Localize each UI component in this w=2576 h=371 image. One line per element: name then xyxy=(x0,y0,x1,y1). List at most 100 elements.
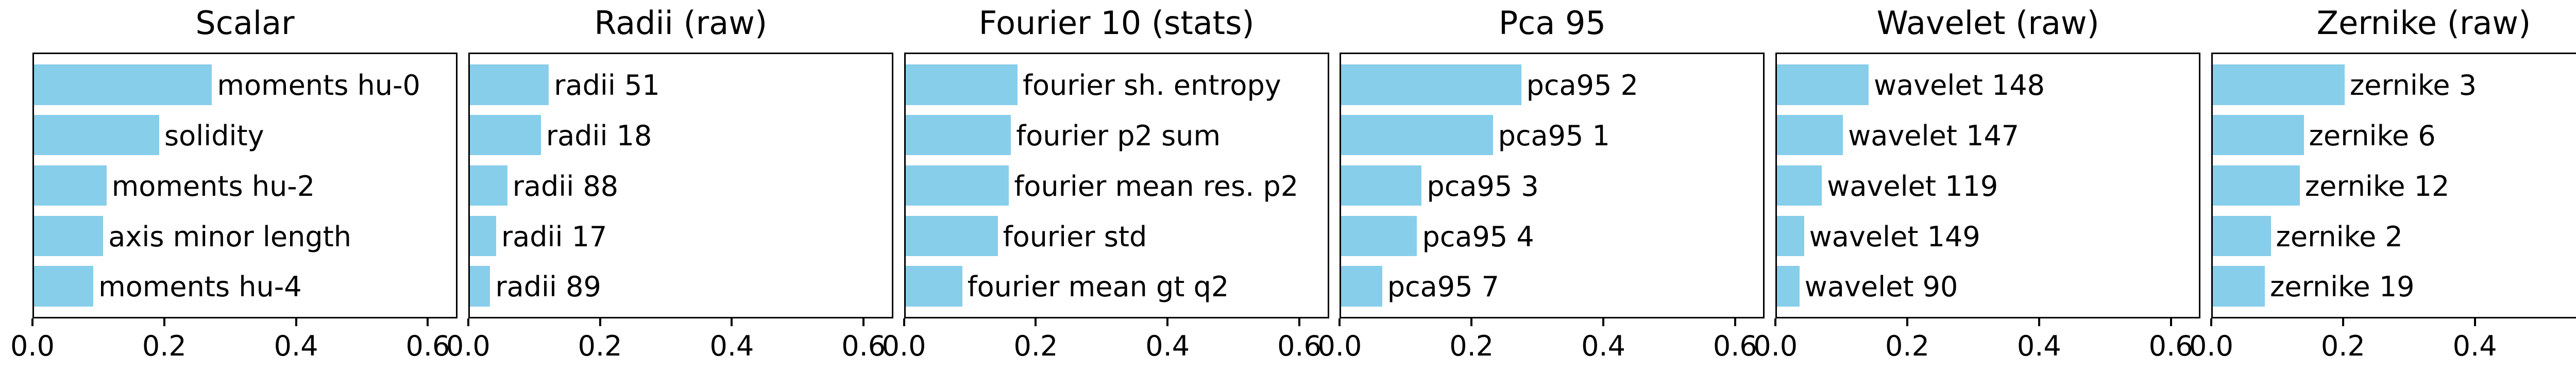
x-axis: 0.0 0.2 0.4 0.6 xyxy=(1753,318,2200,370)
bar-label: axis minor length xyxy=(108,220,352,253)
x-tick-label: 0.6 xyxy=(1277,330,1321,362)
bar xyxy=(1341,64,1521,105)
x-tick-label: 0.6 xyxy=(2570,330,2576,362)
bar xyxy=(34,64,212,105)
x-tick-mark xyxy=(1035,318,1037,326)
bar-label: radii 51 xyxy=(554,69,660,102)
x-tick-mark xyxy=(31,318,33,326)
bar xyxy=(34,266,94,307)
x-tick-mark xyxy=(862,318,865,326)
chart-panel: Radii (raw) radii 51 radii 18 radii 88 radii… xyxy=(446,0,893,371)
x-tick-label: 0.6 xyxy=(1713,330,1757,362)
x-tick-mark xyxy=(2473,318,2476,326)
bar xyxy=(34,215,104,256)
bar xyxy=(469,266,490,307)
bar xyxy=(469,64,549,105)
x-tick-mark xyxy=(467,318,469,326)
x-tick-label: 0.2 xyxy=(1885,330,1929,362)
x-tick-mark xyxy=(295,318,297,326)
x-tick-mark xyxy=(1906,318,1908,326)
bar-label: wavelet 90 xyxy=(1804,271,1958,303)
axes-box: wavelet 148 wavelet 147 wavelet 119 wavelet… xyxy=(1775,53,2201,318)
bar-label: pca95 1 xyxy=(1498,120,1610,153)
x-tick-label: 0.0 xyxy=(446,330,490,362)
bar xyxy=(905,266,962,307)
x-tick-label: 0.4 xyxy=(1581,330,1625,362)
x-axis: 0.0 0.2 0.4 0.6 xyxy=(2189,318,2576,370)
x-axis: 0.0 0.2 0.4 0.6 xyxy=(1317,318,1765,370)
bar-label: fourier mean res. p2 xyxy=(1014,170,1299,203)
axes-box: radii 51 radii 18 radii 88 radii 17 radii 89 xyxy=(468,53,893,318)
bar-label: zernike 19 xyxy=(2270,271,2415,303)
bar-label: moments hu-0 xyxy=(217,69,420,102)
x-tick-label: 0.0 xyxy=(882,330,926,362)
bar-label: wavelet 119 xyxy=(1827,170,1998,203)
bar-label: pca95 4 xyxy=(1422,220,1534,253)
x-tick-label: 0.0 xyxy=(1753,330,1798,362)
bar xyxy=(2213,64,2345,105)
x-tick-mark xyxy=(163,318,165,326)
x-tick-label: 0.4 xyxy=(709,330,754,362)
bar-label: radii 18 xyxy=(546,120,652,153)
x-tick-mark xyxy=(2210,318,2212,326)
x-tick-mark xyxy=(1298,318,1301,326)
axes-box: pca95 2 pca95 1 pca95 3 pca95 4 pca95 7 xyxy=(1340,53,1765,318)
x-tick-mark xyxy=(2342,318,2344,326)
bar xyxy=(905,165,1009,206)
bar-label: solidity xyxy=(164,120,264,153)
bar-label: moments hu-4 xyxy=(98,271,302,303)
x-tick-label: 0.2 xyxy=(1013,330,1058,362)
bar-label: radii 88 xyxy=(512,170,619,203)
bar-label: fourier mean gt q2 xyxy=(967,271,1229,303)
bar-label: radii 89 xyxy=(495,271,601,303)
bar-label: zernike 3 xyxy=(2349,69,2477,102)
x-tick-mark xyxy=(2170,318,2172,326)
bar-label: moments hu-2 xyxy=(111,170,315,203)
bar-label: pca95 7 xyxy=(1387,271,1499,303)
x-tick-label: 0.2 xyxy=(578,330,622,362)
bar xyxy=(905,64,1018,105)
chart-title: Pca 95 xyxy=(1498,4,1606,42)
bar xyxy=(469,165,507,206)
axes-box: fourier sh. entropy fourier p2 sum fourier… xyxy=(904,53,1329,318)
bar xyxy=(1777,64,1869,105)
x-tick-label: 0.6 xyxy=(841,330,886,362)
bar-label: zernike 12 xyxy=(2304,170,2450,203)
x-tick-label: 0.0 xyxy=(2189,330,2233,362)
bar-label: zernike 6 xyxy=(2309,120,2436,153)
chart-panel: Scalar moments hu-0 solidity moments hu-2 ax… xyxy=(10,0,457,371)
bar-label: fourier p2 sum xyxy=(1016,120,1221,153)
bar-label: pca95 2 xyxy=(1526,69,1638,102)
x-tick-mark xyxy=(427,318,429,326)
bar xyxy=(1777,165,1822,206)
chart-title: Fourier 10 (stats) xyxy=(978,4,1255,42)
x-tick-label: 0.6 xyxy=(405,330,450,362)
bar xyxy=(2213,266,2265,307)
x-axis: 0.0 0.2 0.4 0.6 xyxy=(882,318,1329,370)
bar xyxy=(1777,115,1843,156)
x-tick-label: 0.0 xyxy=(1317,330,1362,362)
x-tick-label: 0.4 xyxy=(274,330,318,362)
axes-box: moments hu-0 solidity moments hu-2 axis min… xyxy=(32,53,457,318)
bar xyxy=(469,115,541,156)
bar-label: wavelet 149 xyxy=(1809,220,1980,253)
chart-panel: Wavelet (raw) wavelet 148 wavelet 147 wavel… xyxy=(1753,0,2201,371)
chart-panel: Pca 95 pca95 2 pca95 1 pca95 3 pca95 4 pca95 … xyxy=(1317,0,1765,371)
x-tick-label: 0.6 xyxy=(2148,330,2193,362)
x-tick-label: 0.4 xyxy=(2016,330,2061,362)
chart-title: Scalar xyxy=(195,4,295,42)
chart-panel: Fourier 10 (stats) fourier sh. entropy fou… xyxy=(882,0,1329,371)
bar-label: zernike 2 xyxy=(2276,220,2403,253)
x-tick-mark xyxy=(1774,318,1777,326)
x-tick-label: 0.2 xyxy=(142,330,187,362)
bar xyxy=(34,165,107,206)
x-tick-label: 0.4 xyxy=(2452,330,2497,362)
x-tick-mark xyxy=(731,318,733,326)
x-tick-mark xyxy=(1166,318,1169,326)
bar xyxy=(34,115,160,156)
chart-panel: Zernike (raw) zernike 3 zernike 6 zernike 1… xyxy=(2189,0,2576,371)
bar xyxy=(1777,266,1800,307)
bar xyxy=(1777,215,1804,256)
bar-label: fourier sh. entropy xyxy=(1023,69,1281,102)
